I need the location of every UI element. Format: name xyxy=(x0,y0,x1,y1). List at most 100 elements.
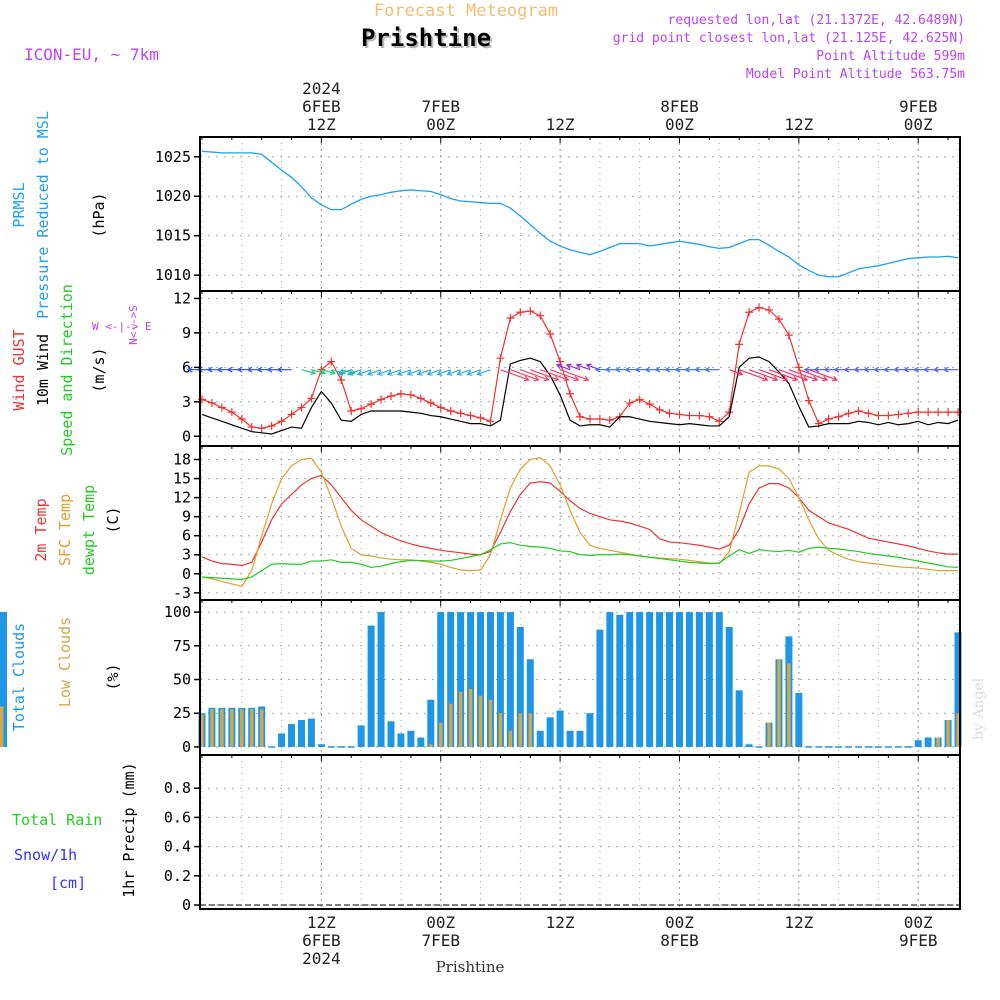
panel-wind: 0 3 6 9 12 xyxy=(173,289,962,447)
gust-marker xyxy=(237,415,246,424)
total-cloud-bar xyxy=(357,725,365,747)
wind-dir-arrowhead xyxy=(376,370,383,376)
wind-dir-arrow xyxy=(566,364,581,371)
panels-layer: 1010101510201025036912-30369121518025507… xyxy=(0,79,962,968)
gust-marker xyxy=(894,410,903,419)
gust-marker xyxy=(436,403,445,412)
time-label-bottom: 12Z xyxy=(307,913,336,932)
wind-dir-arrowhead xyxy=(634,366,641,373)
label-cm: [cm] xyxy=(50,874,86,892)
wind-dir-arrowhead xyxy=(942,366,949,373)
gust-marker xyxy=(207,398,216,407)
total-cloud-bar xyxy=(745,744,753,747)
wind-dir-arrowhead xyxy=(446,370,453,376)
header-grid-point: grid point closest lon,lat (21.125E, 42.… xyxy=(613,31,965,46)
low-cloud-bar xyxy=(528,713,532,747)
wind-dir-arrowhead xyxy=(553,375,560,382)
time-label-top: 8FEB xyxy=(660,97,699,116)
gust-marker xyxy=(496,354,505,363)
total-cloud-bar xyxy=(954,632,962,747)
gust-marker xyxy=(347,406,356,415)
low-cloud-bar xyxy=(508,730,513,747)
wind-dir-arrowhead xyxy=(802,375,809,382)
gust-marker xyxy=(337,375,346,384)
header-model-altitude: Model Point Altitude 563.75m xyxy=(746,67,965,82)
wind-dir-arrow xyxy=(549,369,579,381)
y-tick-label: 0.2 xyxy=(164,867,191,885)
low-cloud-bar xyxy=(787,663,791,747)
total-cloud-bar xyxy=(516,626,524,747)
total-cloud-bar xyxy=(616,614,624,747)
wind-dir-arrowhead xyxy=(356,370,363,376)
gust-marker xyxy=(715,417,724,426)
wind-dir-arrow xyxy=(437,369,451,376)
wind-dir-arrowhead xyxy=(782,375,789,382)
gust-marker xyxy=(267,421,276,430)
gust-marker xyxy=(367,400,376,409)
label-percent: (%) xyxy=(104,663,122,690)
label-total-rain: Total Rain xyxy=(12,811,102,829)
gust-marker xyxy=(416,394,425,403)
gust-marker xyxy=(257,424,266,433)
wind-dir-arrowhead xyxy=(644,366,651,373)
total-cloud-bar xyxy=(457,612,465,747)
label-1hr-precip: 1hr Precip (mm) xyxy=(120,762,138,897)
gust-marker xyxy=(456,409,465,418)
label-pressure-msl: Pressure Reduced to MSL xyxy=(34,111,52,319)
wind-dir-arrowhead xyxy=(319,369,327,376)
low-cloud-bar xyxy=(498,713,503,747)
label-wind-gust: Wind GUST xyxy=(10,329,28,410)
wind-dir-arrow xyxy=(510,369,539,381)
low-cloud-bar xyxy=(468,688,473,747)
y-tick-label: 50 xyxy=(173,671,191,689)
wind-dir-arrow xyxy=(556,364,571,371)
wind-dir-arrowhead xyxy=(216,366,223,373)
wind-dir-arrow xyxy=(477,369,491,376)
total-cloud-bar xyxy=(477,612,485,747)
time-label-bottom: 12Z xyxy=(784,913,813,932)
y-tick-label: 0 xyxy=(182,896,191,914)
total-cloud-bar xyxy=(278,733,286,747)
y-tick-label: 0 xyxy=(182,427,191,445)
wind-dir-arrowhead xyxy=(186,366,193,373)
gust-marker xyxy=(934,408,943,417)
wind-dir-arrowhead xyxy=(772,375,779,382)
gust-marker xyxy=(277,417,286,426)
wind-dir-arrowhead xyxy=(831,375,839,382)
gust-marker xyxy=(247,423,256,432)
wind-dir-arrow xyxy=(337,369,352,376)
panel-clouds: 0 25 50 75 100 xyxy=(0,599,962,756)
gust-marker xyxy=(576,412,584,421)
wind-dir-arrow xyxy=(467,369,481,376)
gust-marker xyxy=(665,409,674,418)
wind-dir-arrowhead xyxy=(456,370,463,376)
wind-dir-arrowhead xyxy=(555,363,562,370)
gust-marker xyxy=(755,303,764,312)
wind-dir-arrowhead xyxy=(386,370,393,376)
low-cloud-bar xyxy=(210,709,214,747)
total-cloud-bar xyxy=(417,737,425,747)
gust-marker xyxy=(774,315,783,324)
total-cloud-bar xyxy=(556,710,564,747)
compass-ns: N<-->S xyxy=(127,305,140,345)
label-10m-wind: 10m Wind xyxy=(34,334,52,406)
wind-dir-arrowhead xyxy=(366,370,373,376)
tsfc-line xyxy=(201,456,958,588)
wind-dir-arrow xyxy=(367,369,382,376)
wind-dir-arrowhead xyxy=(426,370,433,376)
y-tick-label: -3 xyxy=(173,584,191,602)
total-cloud-bar xyxy=(367,625,375,747)
gust-marker xyxy=(625,398,634,407)
y-tick-label: 12 xyxy=(173,289,191,307)
gust-marker xyxy=(446,406,455,415)
gust-marker xyxy=(396,389,405,398)
low-cloud-bar xyxy=(777,659,781,747)
wind-dir-arrowhead xyxy=(614,366,621,373)
wind-dir-arrowhead xyxy=(563,375,570,382)
wind-dir-arrowhead xyxy=(853,366,860,373)
low-cloud-bar xyxy=(488,699,493,747)
wind-dir-arrowhead xyxy=(843,366,850,373)
wind-dir-arrowhead xyxy=(256,366,263,373)
wind-dir-arrowhead xyxy=(206,366,213,373)
total-cloud-bar xyxy=(566,730,574,747)
